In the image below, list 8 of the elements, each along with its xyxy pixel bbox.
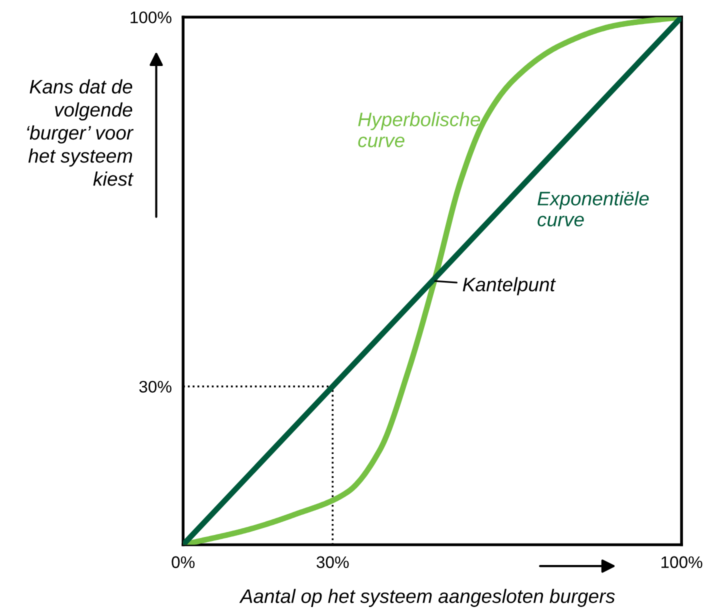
y-axis-title: Kans dat de volgende ‘burger’ voor het systeem kiest: [27, 79, 134, 186]
series-label: Exponentiële curve: [538, 191, 649, 226]
x-tick-label: 0%: [172, 556, 195, 568]
x-tick-label: 100%: [662, 556, 702, 568]
annotation: Kantelpunt: [462, 277, 556, 296]
x-axis-title: Aantal op het systeem aangesloten burgers: [239, 588, 615, 607]
x-tick-label: 30%: [316, 556, 349, 568]
series-label: Hyperbolische curve: [358, 112, 480, 148]
